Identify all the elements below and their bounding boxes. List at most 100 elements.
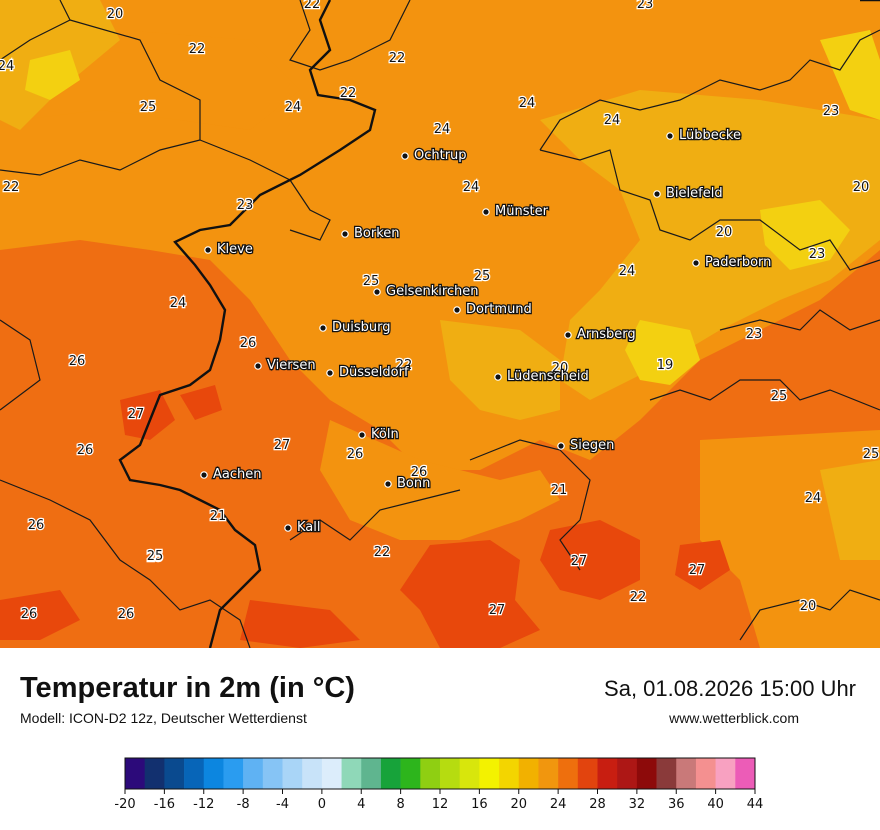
- city-marker[interactable]: Siegen: [557, 437, 616, 454]
- svg-text:Aachen: Aachen: [213, 467, 261, 482]
- temperature-label: 24: [805, 491, 822, 506]
- temperature-label: 22: [374, 545, 391, 560]
- city-marker[interactable]: Aachen: [200, 466, 263, 483]
- city-marker[interactable]: Paderborn: [692, 254, 773, 271]
- temperature-label: 19: [657, 358, 674, 373]
- website-link[interactable]: www.wetterblick.com: [669, 710, 799, 726]
- temperature-label: 22: [396, 358, 413, 373]
- temperature-label: 24: [0, 59, 14, 74]
- temperature-label: 25: [140, 100, 157, 115]
- temperature-label: 27: [274, 438, 291, 453]
- city-marker[interactable]: Viersen: [254, 357, 317, 374]
- map-footer: Temperatur in 2m (in °C) Modell: ICON-D2…: [0, 648, 880, 830]
- legend-swatch: [420, 758, 441, 789]
- legend-swatch: [243, 758, 264, 789]
- legend-tick-label: -4: [276, 797, 289, 812]
- legend-tick-label: 8: [396, 797, 404, 812]
- legend-tick-label: 4: [357, 797, 365, 812]
- svg-text:Lüdenscheid: Lüdenscheid: [507, 369, 589, 384]
- legend-color-scale: [124, 757, 756, 790]
- legend-swatch: [302, 758, 323, 789]
- city-marker[interactable]: Gelsenkirchen: [373, 283, 480, 300]
- city-marker[interactable]: Borken: [341, 225, 401, 242]
- temperature-label: 21: [210, 509, 227, 524]
- temperature-label: 27: [128, 407, 145, 422]
- legend-swatch: [380, 758, 401, 789]
- legend-swatch: [636, 758, 657, 789]
- coolest-regions: [25, 30, 880, 385]
- temperature-label: 26: [69, 354, 86, 369]
- svg-text:Viersen: Viersen: [267, 358, 316, 373]
- temperature-label: 24: [519, 96, 536, 111]
- legend-tick-label: -12: [193, 797, 214, 812]
- city-marker[interactable]: Lübbecke: [666, 127, 742, 144]
- legend-swatch: [735, 758, 756, 789]
- legend-tick-label: 24: [550, 797, 567, 812]
- temperature-label: 22: [630, 590, 647, 605]
- legend-swatch: [282, 758, 303, 789]
- legend-swatch: [518, 758, 539, 789]
- svg-text:Gelsenkirchen: Gelsenkirchen: [386, 284, 479, 299]
- temperature-label: 26: [77, 443, 94, 458]
- temperature-map: 22 20 23 24 22 22 25 24 24 23 24 24 22 2…: [0, 0, 880, 648]
- city-marker[interactable]: Ochtrup: [401, 147, 468, 164]
- city-marker[interactable]: Lüdenscheid: [494, 368, 590, 385]
- map-title: Temperatur in 2m (in °C): [20, 672, 355, 704]
- legend-swatch: [499, 758, 520, 789]
- svg-text:Kleve: Kleve: [217, 242, 253, 257]
- svg-text:Ochtrup: Ochtrup: [414, 148, 467, 163]
- cool-regions: [0, 0, 880, 560]
- legend-swatch: [558, 758, 579, 789]
- legend-swatch: [459, 758, 480, 789]
- legend-tick-label: -20: [114, 797, 135, 812]
- city-marker[interactable]: Dortmund: [453, 301, 533, 318]
- legend-tick-label: 28: [589, 797, 606, 812]
- legend-swatch: [321, 758, 342, 789]
- legend-swatch: [577, 758, 598, 789]
- city-marker[interactable]: Kleve: [204, 241, 254, 258]
- legend-swatch: [440, 758, 460, 789]
- legend-swatch: [479, 758, 500, 789]
- forecast-datetime: Sa, 01.08.2026 15:00 Uhr: [604, 676, 856, 701]
- city-marker[interactable]: Köln: [358, 426, 400, 443]
- city-marker[interactable]: Düsseldorf: [326, 364, 410, 381]
- temperature-label: 25: [863, 447, 880, 462]
- svg-text:Siegen: Siegen: [570, 438, 614, 453]
- legend-tick-label: 20: [510, 797, 527, 812]
- city-marker[interactable]: Bonn: [384, 475, 432, 492]
- temperature-label: 26: [118, 607, 135, 622]
- temperature-label: 25: [771, 389, 788, 404]
- svg-text:Münster: Münster: [495, 204, 549, 219]
- legend-tick-label: -16: [154, 797, 175, 812]
- temperature-label: 20: [107, 7, 124, 22]
- model-info: Modell: ICON-D2 12z, Deutscher Wetterdie…: [20, 710, 307, 726]
- city-marker[interactable]: Bielefeld: [653, 185, 724, 202]
- legend-tick-label: 16: [471, 797, 488, 812]
- city-marker[interactable]: Duisburg: [319, 319, 392, 336]
- legend-tick-label: 44: [747, 797, 764, 812]
- city-marker[interactable]: Arnsberg: [564, 326, 637, 343]
- temperature-label: 24: [170, 296, 187, 311]
- temperature-label: 23: [823, 104, 840, 119]
- temperature-label: 24: [604, 113, 621, 128]
- temperature-label: 25: [147, 550, 164, 565]
- state-borders: [0, 0, 880, 648]
- temperature-label: 22: [389, 51, 406, 66]
- legend-swatch: [184, 758, 205, 789]
- temperature-label: 25: [474, 269, 491, 284]
- temperature-label: 20: [853, 180, 870, 195]
- city-marker[interactable]: Kall: [284, 519, 322, 536]
- city-marker[interactable]: Münster: [482, 203, 550, 220]
- national-border: [118, 0, 880, 648]
- svg-text:Arnsberg: Arnsberg: [577, 327, 636, 342]
- temperature-label: 25: [147, 549, 164, 564]
- temperature-labels: 22 20 23 24 22 22 25 24 24 23 24 24 22 2…: [0, 0, 880, 623]
- svg-text:Düsseldorf: Düsseldorf: [339, 365, 409, 380]
- legend-ticks: -20 -16 -12 -8 -4 0 4 8 12 16 20 24 28 32 36 40 44: [114, 789, 763, 812]
- legend-swatch: [400, 758, 421, 789]
- temperature-label: 26: [21, 607, 38, 622]
- legend-swatch: [676, 758, 697, 789]
- legend-swatch: [715, 758, 736, 789]
- legend-tick-label: 40: [707, 797, 724, 812]
- temperature-label: 23: [746, 327, 763, 342]
